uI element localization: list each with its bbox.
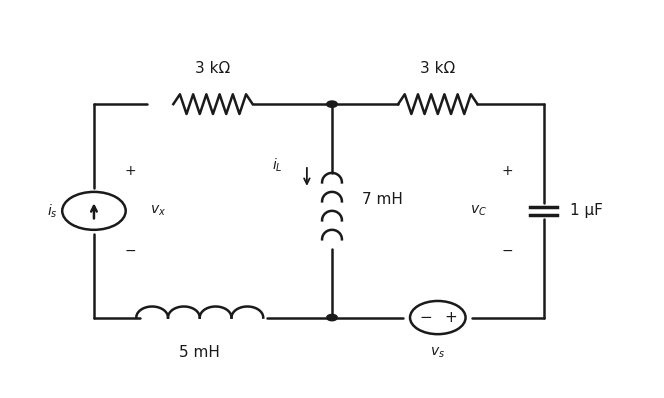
Text: +: + [444,310,457,325]
Text: $i_L$: $i_L$ [272,156,282,174]
Text: −: − [125,244,136,258]
Circle shape [327,314,337,321]
Text: 7 mH: 7 mH [362,191,402,207]
Text: 3 kΩ: 3 kΩ [420,61,456,76]
Text: +: + [501,164,513,178]
Text: $v_C$: $v_C$ [470,204,487,218]
Text: −: − [501,244,513,258]
Text: −: − [419,310,432,325]
Text: 5 mH: 5 mH [179,345,220,360]
Text: $i_s$: $i_s$ [47,202,58,220]
Text: 3 kΩ: 3 kΩ [195,61,230,76]
Text: $v_s$: $v_s$ [430,345,446,360]
Text: +: + [125,164,136,178]
Circle shape [327,101,337,107]
Text: $v_x$: $v_x$ [150,204,166,218]
Text: 1 μF: 1 μF [570,203,603,219]
